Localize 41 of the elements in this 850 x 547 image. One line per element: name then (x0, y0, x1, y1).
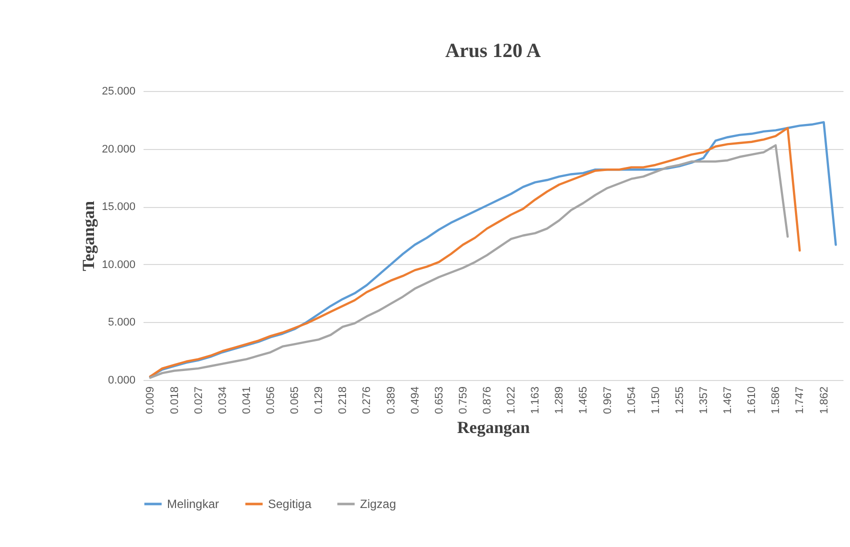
x-tick-label: 1.289 (554, 386, 566, 414)
x-tick-label: 1.465 (578, 386, 590, 414)
legend-label: Segitiga (268, 497, 312, 511)
y-tick-label: 0.000 (108, 374, 136, 386)
x-tick-label: 0.494 (409, 386, 422, 414)
x-tick-label: 1.610 (746, 386, 758, 414)
x-tick-label: 0.876 (481, 386, 494, 414)
x-tick-label: 0.967 (602, 386, 614, 414)
x-tick-label: 0.759 (457, 386, 470, 414)
x-tick-label: 1.054 (626, 386, 638, 414)
y-tick-label: 5.000 (108, 316, 136, 329)
x-tick-label: 0.009 (144, 386, 157, 414)
y-tick-label: 25.000 (102, 86, 136, 98)
x-tick-label: 0.218 (337, 386, 350, 414)
x-tick-label: 0.276 (361, 386, 374, 414)
chart-title: Arus 120 A (445, 40, 542, 62)
x-tick-label: 1.586 (770, 386, 782, 414)
x-tick-label: 1.467 (722, 386, 734, 414)
x-tick-label: 0.653 (433, 386, 446, 414)
x-tick-label: 1.150 (650, 386, 662, 414)
y-tick-label: 10.000 (102, 258, 136, 271)
x-tick-label: 1.255 (674, 386, 686, 414)
x-tick-label: 1.747 (794, 386, 806, 414)
x-tick-label: 1.163 (530, 386, 542, 414)
x-tick-label: 0.389 (385, 386, 398, 414)
x-tick-label: 0.041 (240, 386, 253, 414)
x-tick-label: 0.129 (313, 386, 326, 414)
x-tick-label: 0.027 (192, 386, 205, 414)
x-tick-label: 0.018 (168, 386, 181, 414)
legend-label: Zigzag (360, 497, 396, 511)
x-tick-label: 1.357 (698, 386, 710, 414)
x-tick-label: 1.022 (506, 386, 518, 414)
y-tick-label: 20.000 (102, 143, 136, 156)
x-tick-label: 0.056 (264, 386, 277, 414)
x-tick-label: 1.862 (818, 386, 830, 414)
y-axis-title: Tegangan (78, 200, 98, 272)
x-tick-label: 0.065 (289, 386, 302, 414)
x-tick-label: 0.034 (216, 386, 229, 414)
x-axis-title: Regangan (457, 418, 530, 438)
legend-label: Melingkar (167, 497, 220, 511)
y-tick-label: 15.000 (102, 201, 136, 214)
